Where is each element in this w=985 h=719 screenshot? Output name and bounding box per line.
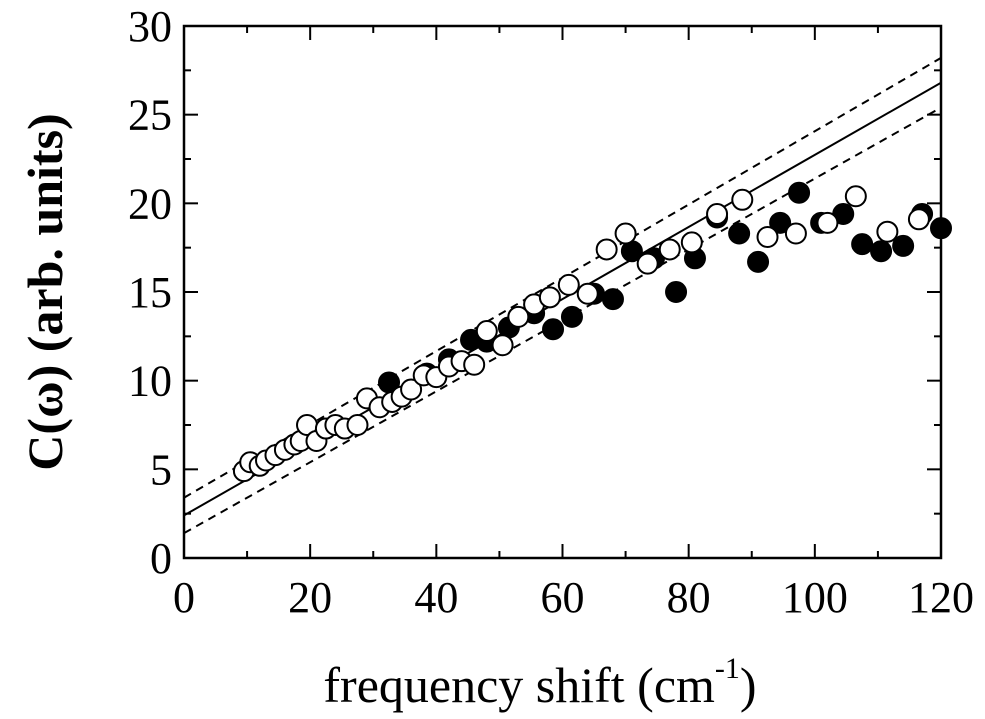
y-tick-label: 30 (128, 2, 172, 51)
open-point-43 (907, 208, 930, 231)
open-point-26 (507, 305, 530, 328)
open-point-29 (557, 273, 580, 296)
y-tick-label: 10 (128, 357, 172, 406)
open-point-38 (756, 226, 779, 249)
open-point-28 (538, 286, 561, 309)
filled-point-19 (788, 181, 811, 204)
x-tick-label: 120 (908, 573, 974, 622)
x-tick-label: 20 (288, 573, 332, 622)
open-point-41 (844, 185, 867, 208)
open-point-30 (576, 282, 599, 305)
y-tick-labels: 0 5 10 15 20 25 30 (128, 2, 172, 583)
x-tick-labels: 0 20 40 60 80 100 120 (173, 573, 974, 622)
y-tick-label: 0 (150, 534, 172, 583)
x-tick-label: 60 (541, 573, 585, 622)
y-tick-label: 5 (150, 445, 172, 494)
filled-point-7 (542, 318, 565, 341)
open-point-31 (595, 238, 618, 261)
filled-point-8 (560, 305, 583, 328)
open-point-37 (731, 188, 754, 211)
x-tick-label: 80 (667, 573, 711, 622)
open-point-25 (491, 334, 514, 357)
x-tick-label: 0 (173, 573, 195, 622)
open-point-42 (876, 220, 899, 243)
filled-point-13 (665, 281, 688, 303)
filled-point-16 (728, 222, 751, 245)
open-point-32 (614, 222, 637, 245)
filled-point-17 (747, 250, 770, 273)
filled-point-18 (769, 211, 792, 234)
open-point-35 (680, 231, 703, 254)
axis-ticks (183, 25, 942, 559)
data-points (232, 181, 952, 483)
y-tick-label: 15 (128, 268, 172, 317)
x-tick-label: 40 (414, 573, 458, 622)
y-axis-title: C(ω) (arb. units) (17, 113, 73, 470)
open-point-13 (346, 414, 369, 436)
open-point-36 (706, 202, 729, 225)
fit-lines (184, 57, 941, 535)
filled-point-23 (870, 240, 893, 263)
y-tick-label: 20 (128, 179, 172, 228)
open-point-39 (784, 222, 807, 245)
open-point-34 (658, 238, 681, 261)
x-axis-title: frequency shift (cm-1) (323, 652, 756, 713)
open-point-33 (636, 252, 659, 275)
open-point-24 (475, 320, 498, 343)
filled-point-10 (601, 288, 624, 311)
open-point-23 (463, 353, 486, 376)
filled-point-24 (892, 234, 915, 257)
x-tick-label: 100 (782, 573, 848, 622)
filled-point-22 (851, 233, 874, 256)
open-point-18 (400, 378, 423, 401)
open-point-40 (816, 211, 839, 234)
y-tick-label: 25 (128, 91, 172, 140)
